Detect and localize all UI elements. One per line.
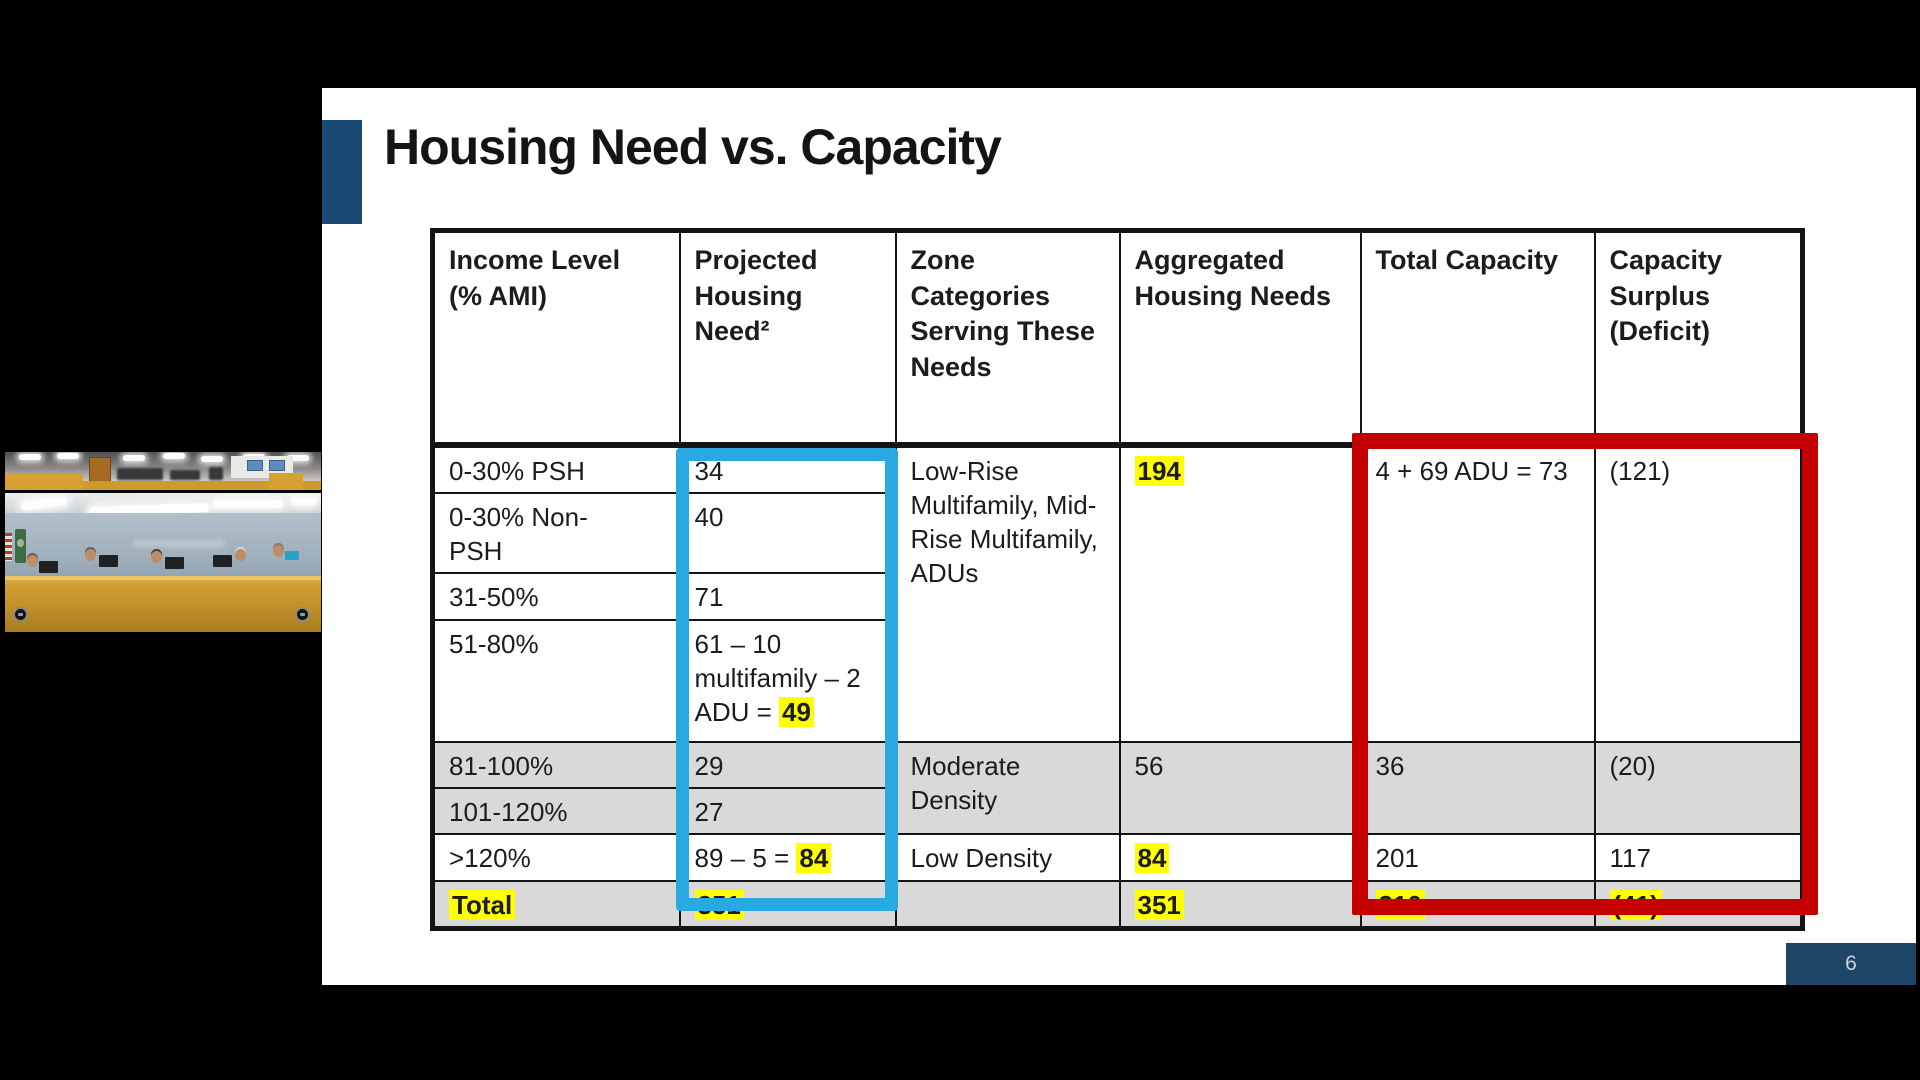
projected-need-cell: 27 xyxy=(678,787,897,836)
highlighted-value: 351 xyxy=(1134,889,1184,920)
projected-need-cell: 34 xyxy=(678,443,897,494)
pano-display-screen xyxy=(269,460,285,471)
pano-wood-wall-left xyxy=(5,474,83,490)
total-capacity-cell: 4 + 69 ADU = 73 xyxy=(1359,443,1596,743)
aggregated-needs-cell: 351 xyxy=(1118,879,1362,930)
pano-desks xyxy=(117,468,163,480)
wooden-dais xyxy=(5,576,321,632)
header-capacity-surplus: Capacity Surplus (Deficit) xyxy=(1593,229,1804,448)
zone-categories-cell xyxy=(894,879,1121,930)
projected-need-cell: 61 – 10 multifamily – 2 ADU = 49 xyxy=(678,618,897,743)
pano-wood-wall-right xyxy=(269,473,303,490)
pano-desks xyxy=(170,470,200,480)
pano-desks xyxy=(209,467,223,480)
table-row: 101-120% 27 xyxy=(431,787,1803,836)
highlighted-value: 84 xyxy=(1134,843,1170,874)
header-total-capacity: Total Capacity xyxy=(1359,229,1596,448)
header-income: Income Level (% AMI) xyxy=(431,229,681,448)
presentation-slide: Housing Need vs. Capacity Income Level (… xyxy=(322,88,1916,985)
video-panel xyxy=(0,0,322,1080)
pano-wood-wall xyxy=(5,481,321,490)
council-chamber-video-thumbnail[interactable] xyxy=(5,452,321,632)
projected-need-cell: 351 xyxy=(678,879,897,930)
projected-need-cell: 71 xyxy=(678,572,897,621)
capacity-surplus-cell: (20) xyxy=(1593,740,1804,836)
zone-categories-cell: Moderate Density xyxy=(894,740,1121,836)
total-capacity-cell: 36 xyxy=(1359,740,1596,836)
header-zone-categories: Zone Categories Serving These Needs xyxy=(894,229,1121,448)
aggregated-needs-cell: 194 xyxy=(1118,443,1362,743)
ceiling-light xyxy=(291,497,317,505)
capacity-surplus-cell: 117 xyxy=(1593,833,1804,882)
dais-camera-view xyxy=(5,493,321,632)
zone-categories-cell: Low Density xyxy=(894,833,1121,882)
header-row: Income Level (% AMI) Projected Housing N… xyxy=(431,229,1804,448)
highlighted-value: 84 xyxy=(796,843,832,874)
table-row: 0-30% Non-PSH 40 xyxy=(431,491,1803,575)
housing-need-capacity-table: Income Level (% AMI) Projected Housing N… xyxy=(430,228,1805,931)
income-level-cell: 51-80% xyxy=(431,618,681,743)
highlighted-value: 194 xyxy=(1134,455,1184,486)
highlighted-value: 351 xyxy=(694,889,744,920)
projected-need-cell: 29 xyxy=(678,740,897,790)
highlighted-value: 49 xyxy=(779,697,814,728)
table-row: 51-80% 61 – 10 multifamily – 2 ADU = 49 xyxy=(431,618,1803,743)
aggregated-needs-cell: 56 xyxy=(1118,740,1362,836)
page-number-badge: 6 xyxy=(1786,943,1916,985)
table-row: 0-30% PSH 34 Low-Rise Multifamily, Mid-R… xyxy=(431,443,1804,743)
ceiling-light xyxy=(57,453,79,459)
us-flag xyxy=(5,533,12,561)
table-row: 81-100% 29 Moderate Density 56 36 (20) xyxy=(431,740,1804,836)
video-control-left-icon xyxy=(13,607,28,622)
highlighted-value: (41) xyxy=(1609,889,1662,920)
aggregated-needs-cell: 84 xyxy=(1118,833,1362,882)
income-level-cell: 0-30% Non-PSH xyxy=(431,491,681,575)
income-level-cell: 31-50% xyxy=(431,572,681,621)
pano-display-screen xyxy=(247,460,263,471)
video-divider xyxy=(5,490,321,493)
income-level-cell: Total xyxy=(431,879,681,930)
total-capacity-cell: 310 xyxy=(1359,879,1596,930)
income-level-cell: >120% xyxy=(431,833,681,882)
panorama-camera-strip xyxy=(5,452,321,490)
ceiling-light xyxy=(163,453,185,459)
capacity-surplus-cell: (41) xyxy=(1593,879,1804,930)
ceiling-light xyxy=(213,500,283,508)
wall-lettering xyxy=(133,539,225,548)
zone-categories-cell: Low-Rise Multifamily, Mid-Rise Multifami… xyxy=(894,443,1121,743)
title-accent-bar xyxy=(322,120,362,224)
dais-rail xyxy=(5,576,321,580)
capacity-surplus-cell: (121) xyxy=(1593,443,1804,743)
projected-need-cell: 40 xyxy=(678,491,897,575)
state-flag xyxy=(15,529,26,563)
ceiling-light xyxy=(19,454,41,460)
highlighted-value: 310 xyxy=(1375,889,1425,920)
total-row: Total 351 351 310 (41) xyxy=(431,879,1804,930)
header-projected-need: Projected Housing Need² xyxy=(678,229,897,448)
ceiling-light xyxy=(287,455,309,461)
slide-title: Housing Need vs. Capacity xyxy=(384,119,1002,175)
total-capacity-cell: 201 xyxy=(1359,833,1596,882)
ceiling-light xyxy=(201,456,223,462)
highlighted-value: Total xyxy=(449,889,516,920)
letterbox-right-edge xyxy=(1916,0,1920,1080)
ceiling-light xyxy=(123,455,145,461)
table-row: >120% 89 – 5 = 84 Low Density 84 201 117 xyxy=(431,833,1804,882)
projected-need-cell: 89 – 5 = 84 xyxy=(678,833,897,882)
ceiling xyxy=(5,493,321,513)
pano-door xyxy=(89,457,111,483)
income-level-cell: 81-100% xyxy=(431,740,681,790)
header-aggregated-needs: Aggregated Housing Needs xyxy=(1118,229,1362,448)
income-level-cell: 0-30% PSH xyxy=(431,443,681,494)
table-row: 31-50% 71 xyxy=(431,572,1803,621)
page-number: 6 xyxy=(1845,952,1857,975)
video-control-right-icon xyxy=(295,607,310,622)
income-level-cell: 101-120% xyxy=(431,787,681,836)
